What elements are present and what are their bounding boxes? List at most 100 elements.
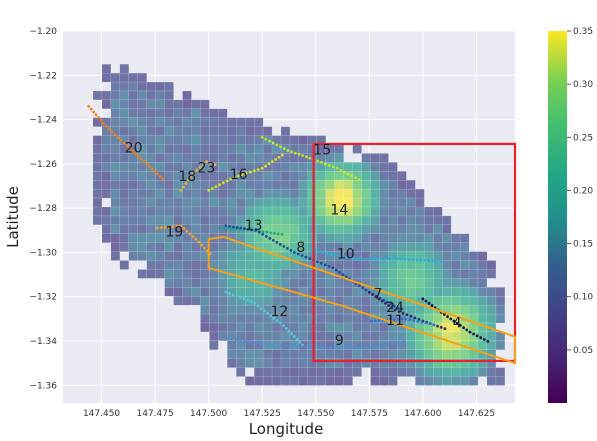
heatmap-cell <box>459 376 470 386</box>
heatmap-cell <box>173 215 183 226</box>
trajectory-8-point <box>261 232 265 236</box>
heatmap-cell <box>370 242 380 252</box>
heatmap-cell <box>316 367 327 377</box>
heatmap-cell <box>289 358 300 368</box>
trajectory-9-point <box>340 346 344 350</box>
heatmap-cell <box>92 90 103 101</box>
trajectory-8-point <box>323 263 327 267</box>
heatmap-cell <box>164 287 174 297</box>
heatmap-cell <box>486 260 497 270</box>
heatmap-cell <box>289 188 300 199</box>
heatmap-cell <box>146 251 156 261</box>
heatmap-cell <box>477 260 488 270</box>
trajectory-11-point <box>420 320 424 324</box>
trajectory-10-point <box>403 258 407 261</box>
heatmap-cell <box>361 269 371 279</box>
heatmap-cell <box>110 108 121 118</box>
heatmap-cell <box>316 224 327 234</box>
heatmap-cell <box>253 260 264 270</box>
heatmap-cell <box>298 188 309 199</box>
heatmap-cell <box>307 171 318 181</box>
heatmap-cell <box>155 242 165 252</box>
heatmap-cell <box>370 304 380 315</box>
heatmap-cell <box>424 376 434 386</box>
heatmap-cell <box>388 269 398 279</box>
trajectory-10-point <box>431 259 434 263</box>
trajectory-15-point <box>290 150 294 154</box>
heatmap-cell <box>128 171 138 181</box>
trajectory-8-point <box>344 275 348 279</box>
heatmap-cell <box>325 331 335 342</box>
trajectory-10-point <box>360 257 364 261</box>
heatmap-cell <box>227 206 237 217</box>
heatmap-cell <box>173 153 183 163</box>
heatmap-cell <box>477 287 488 297</box>
trajectory-8-point <box>364 288 368 292</box>
heatmap-cell <box>101 135 112 145</box>
heatmap-cell <box>110 180 121 190</box>
heatmap-cell <box>236 278 246 288</box>
heatmap-cell <box>379 349 389 359</box>
trajectory-9-point <box>275 344 279 347</box>
heatmap-cell <box>218 242 228 252</box>
heatmap-cell <box>137 269 147 279</box>
heatmap-cell <box>486 269 497 279</box>
heatmap-cell <box>343 188 353 199</box>
heatmap-cell <box>155 117 165 127</box>
heatmap-cell <box>128 99 138 110</box>
heatmap-cell <box>325 322 335 333</box>
heatmap-cell <box>209 287 219 297</box>
trajectory-8-point <box>341 273 345 276</box>
heatmap-cell <box>110 251 121 261</box>
trajectory-9-point <box>364 346 367 350</box>
trajectory-11-point <box>424 321 428 325</box>
colorbar-tick-label: 0.20 <box>573 186 593 196</box>
trajectory-9-point <box>398 340 402 344</box>
heatmap-cell <box>334 171 344 181</box>
heatmap-cell <box>370 269 380 279</box>
heatmap-cell <box>119 64 130 74</box>
trajectory-9-point <box>352 346 356 350</box>
heatmap-cell <box>227 349 237 359</box>
heatmap-cell <box>370 260 380 270</box>
trajectory-10-point <box>423 258 427 262</box>
heatmap-cell <box>388 171 398 181</box>
heatmap-cell <box>191 99 201 110</box>
trajectory-10-point <box>345 256 348 259</box>
trajectory-11-point <box>392 318 396 321</box>
trajectory-18-point <box>189 174 193 178</box>
trajectory-13-point <box>280 232 284 236</box>
trajectory-11-point <box>412 319 416 322</box>
heatmap-cell <box>137 90 147 101</box>
trajectory-19-point <box>163 225 167 229</box>
y-tick-label: −1.36 <box>29 381 57 391</box>
heatmap-cell <box>191 224 201 234</box>
heatmap-cell <box>459 251 470 261</box>
trajectory-20-point <box>131 149 135 153</box>
trajectory-4-point <box>442 313 446 316</box>
heatmap-cell <box>271 260 282 270</box>
heatmap-cell <box>191 260 201 270</box>
heatmap-cell <box>495 296 506 306</box>
trajectory-9-point <box>344 346 348 350</box>
heatmap-cell <box>271 331 282 342</box>
heatmap-cell <box>442 367 452 377</box>
trajectory-18-point <box>198 165 202 169</box>
trajectory-15-point <box>316 159 319 163</box>
heatmap-cell <box>477 304 488 315</box>
trajectory-15-point <box>286 149 290 152</box>
heatmap-cell <box>361 260 371 270</box>
heatmap-cell <box>101 206 112 217</box>
heatmap-cell <box>137 99 147 110</box>
heatmap-cell <box>379 153 389 163</box>
heatmap-cell <box>280 358 291 368</box>
cell-label-24: 24 <box>386 300 404 316</box>
heatmap-cell <box>101 188 112 199</box>
heatmap-cell <box>182 144 192 154</box>
heatmap-cell <box>137 206 147 217</box>
heatmap-cell <box>218 313 228 324</box>
heatmap-cell <box>218 251 228 261</box>
heatmap-cell <box>128 180 138 190</box>
heatmap-cell <box>379 331 389 342</box>
trajectory-11-point <box>428 322 432 326</box>
